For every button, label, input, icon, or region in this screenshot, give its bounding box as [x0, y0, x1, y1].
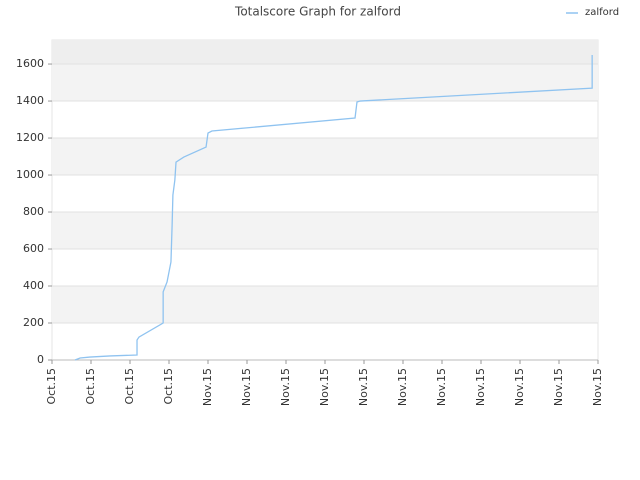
y-tick-label: 1600: [16, 57, 44, 70]
y-tick-label: 1400: [16, 94, 44, 107]
y-tick-label: 800: [23, 205, 44, 218]
grid-band: [52, 138, 598, 176]
chart-title: Totalscore Graph for zalford: [234, 5, 401, 19]
x-tick-label: Nov.15: [279, 368, 292, 406]
x-tick-label: Oct.15: [84, 368, 97, 405]
x-tick-label: Nov.15: [318, 368, 331, 406]
y-tick-label: 400: [23, 279, 44, 292]
legend-label: zalford: [585, 7, 619, 18]
grid-band: [52, 40, 598, 65]
x-tick-label: Oct.15: [45, 368, 58, 405]
x-tick-label: Nov.15: [201, 368, 214, 406]
x-tick-label: Nov.15: [240, 368, 253, 406]
x-tick-label: Nov.15: [396, 368, 409, 406]
y-tick-label: 1000: [16, 168, 44, 181]
grid-band: [52, 64, 598, 102]
data-line: [74, 54, 593, 361]
x-tick-label: Nov.15: [513, 368, 526, 406]
grid-band: [52, 212, 598, 250]
grid-band: [52, 286, 598, 324]
x-tick-label: Nov.15: [357, 368, 370, 406]
y-tick-label: 600: [23, 242, 44, 255]
y-tick-label: 1200: [16, 131, 44, 144]
x-tick-label: Oct.15: [123, 368, 136, 405]
x-tick-label: Nov.15: [591, 368, 604, 406]
y-tick-label: 200: [23, 316, 44, 329]
x-tick-label: Nov.15: [435, 368, 448, 406]
x-tick-label: Nov.15: [552, 368, 565, 406]
y-tick-label: 0: [37, 353, 44, 366]
x-tick-label: Oct.15: [162, 368, 175, 405]
x-tick-label: Nov.15: [474, 368, 487, 406]
